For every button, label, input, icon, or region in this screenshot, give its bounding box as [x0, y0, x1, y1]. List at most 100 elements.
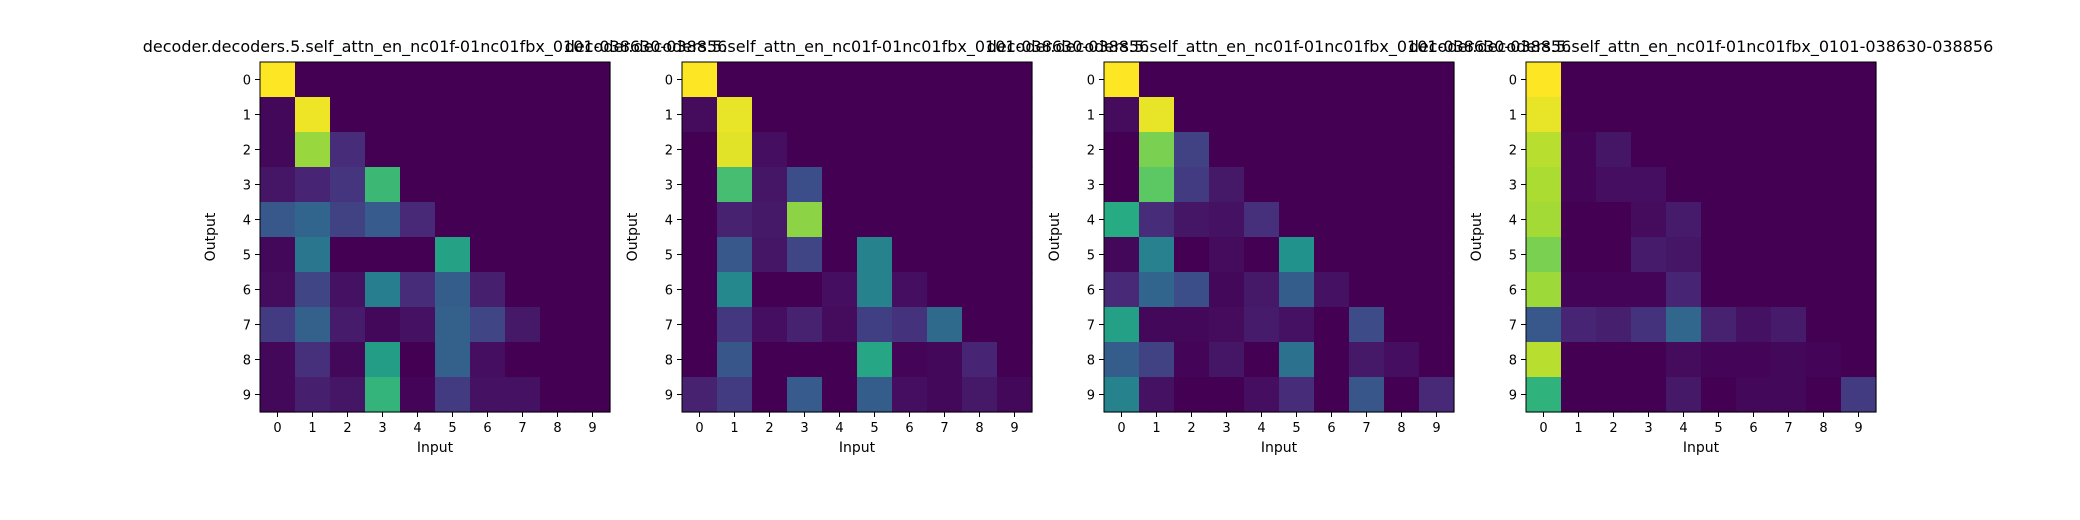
heatmap-cell	[822, 202, 858, 238]
chart-title: decoder.decoders.5.self_attn_en_nc01f-01…	[987, 37, 1572, 57]
x-tick-label: 3	[1644, 421, 1652, 436]
heatmap-cell	[575, 132, 611, 168]
heatmap-cell	[1349, 167, 1385, 203]
heatmap-cell	[1631, 132, 1667, 168]
heatmap-cell	[365, 97, 401, 133]
heatmap-cell	[540, 377, 576, 413]
heatmap-cell	[717, 132, 753, 168]
x-tick-label: 6	[483, 421, 491, 436]
heatmap-cell	[575, 202, 611, 238]
y-tick-label: 0	[1509, 74, 1517, 89]
heatmap-cell	[857, 97, 893, 133]
x-tick-label: 5	[448, 421, 456, 436]
heatmap-cell	[927, 307, 963, 343]
heatmap-cell	[400, 97, 436, 133]
heatmap-cell	[1209, 307, 1245, 343]
y-tick-label: 3	[1087, 179, 1095, 194]
heatmap-cell	[330, 202, 366, 238]
heatmap-cell	[400, 377, 436, 413]
heatmap-cell	[1244, 62, 1280, 98]
heatmap-cell	[1806, 97, 1842, 133]
heatmap-cell	[1209, 377, 1245, 413]
heatmap-cell	[1526, 272, 1562, 308]
heatmap-cell	[1349, 342, 1385, 378]
heatmap-cell	[1279, 62, 1315, 98]
heatmap-cell	[682, 132, 718, 168]
heatmap-cell	[1384, 307, 1420, 343]
heatmap-cell	[1841, 307, 1877, 343]
heatmap-cell	[822, 377, 858, 413]
heatmap-cell	[1104, 272, 1140, 308]
heatmap-cell	[1561, 62, 1597, 98]
heatmap-cell	[682, 377, 718, 413]
heatmap-cell	[717, 342, 753, 378]
heatmap-cell	[1596, 202, 1632, 238]
heatmap-cell	[1209, 272, 1245, 308]
heatmap-cell	[1701, 272, 1737, 308]
x-tick-label: 0	[695, 421, 703, 436]
heatmap-cell	[857, 237, 893, 273]
heatmap-cell	[1701, 307, 1737, 343]
heatmap-cell	[822, 97, 858, 133]
heatmap-cell	[892, 237, 928, 273]
heatmap-cell	[1419, 62, 1455, 98]
y-tick-label: 4	[1509, 214, 1517, 229]
heatmap-cell	[1209, 202, 1245, 238]
heatmap-cell	[575, 97, 611, 133]
heatmap-cell	[260, 167, 296, 203]
heatmap-cell	[1314, 132, 1350, 168]
heatmap-cell	[892, 97, 928, 133]
y-tick-label: 0	[243, 74, 251, 89]
heatmap-cell	[962, 307, 998, 343]
heatmap-cell	[1139, 342, 1175, 378]
heatmap-cell	[1701, 62, 1737, 98]
heatmap-cell	[1631, 307, 1667, 343]
heatmap-cell	[1736, 62, 1772, 98]
heatmap-cell	[1139, 97, 1175, 133]
heatmap-cell	[505, 237, 541, 273]
y-axis-label: Output	[1047, 212, 1063, 261]
heatmap-cell	[1561, 237, 1597, 273]
heatmap-cell	[540, 307, 576, 343]
heatmap-cell	[1806, 237, 1842, 273]
heatmap-cell	[505, 377, 541, 413]
heatmap-cell	[1139, 62, 1175, 98]
heatmap-cell	[1174, 132, 1210, 168]
heatmap-cell	[505, 342, 541, 378]
heatmap-cell	[435, 167, 471, 203]
heatmap-cell	[260, 132, 296, 168]
heatmap-cell	[1596, 237, 1632, 273]
heatmap-cell	[962, 342, 998, 378]
x-tick-label: 8	[553, 421, 561, 436]
heatmap-cell	[1561, 272, 1597, 308]
heatmap-cell	[295, 97, 331, 133]
y-tick-label: 3	[243, 179, 251, 194]
heatmap-cell	[435, 307, 471, 343]
x-tick-label: 0	[1117, 421, 1125, 436]
heatmap-cell	[787, 62, 823, 98]
heatmap-cell	[787, 272, 823, 308]
heatmap-cell	[540, 97, 576, 133]
y-tick-label: 7	[1087, 319, 1095, 334]
y-tick-label: 6	[1087, 284, 1095, 299]
x-tick-label: 6	[905, 421, 913, 436]
x-tick-label: 2	[765, 421, 773, 436]
y-tick-label: 1	[1509, 109, 1517, 124]
heatmap-cell	[997, 97, 1033, 133]
heatmap-cell	[1666, 132, 1702, 168]
heatmap-cell	[1419, 377, 1455, 413]
heatmap-cell	[892, 342, 928, 378]
heatmap-cell	[365, 307, 401, 343]
heatmap-cell	[1701, 132, 1737, 168]
y-tick-label: 8	[1509, 354, 1517, 369]
heatmap-cell	[1736, 97, 1772, 133]
x-tick-label: 7	[1784, 421, 1792, 436]
heatmap-cell	[435, 272, 471, 308]
heatmap-cell	[260, 342, 296, 378]
heatmap-cell	[1596, 272, 1632, 308]
heatmap-cell	[1174, 62, 1210, 98]
heatmap-cell	[260, 97, 296, 133]
heatmap-cell	[717, 97, 753, 133]
heatmap-cell	[682, 202, 718, 238]
heatmap-cell	[682, 97, 718, 133]
